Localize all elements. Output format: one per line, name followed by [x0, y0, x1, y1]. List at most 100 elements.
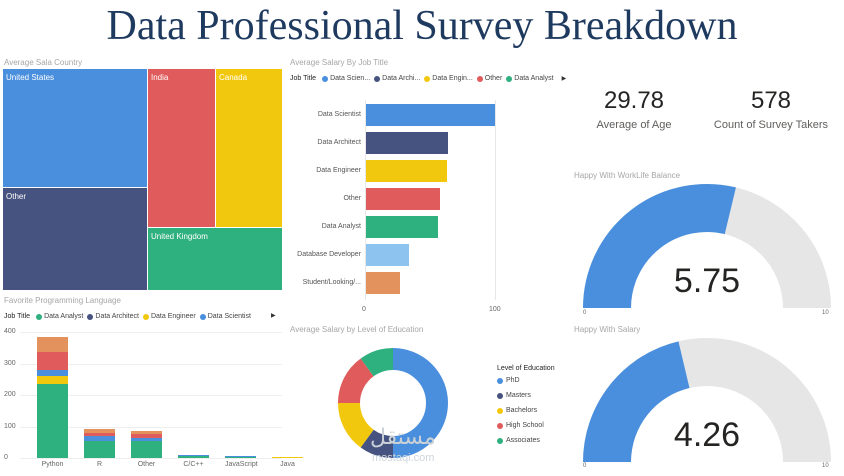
bar-segment[interactable]	[131, 437, 162, 441]
legend-title: Job Title	[290, 75, 317, 82]
y-tick-label: 0	[4, 454, 8, 461]
y-tick-label: Student/Looking/...	[302, 279, 361, 286]
legend-item[interactable]: Data Engineer	[142, 313, 196, 320]
prog-lang-legend: Job Title Data Analyst Data Architect Da…	[4, 313, 251, 320]
gridline	[20, 332, 282, 333]
watermark-logo: مستقل	[370, 425, 436, 450]
x-tick-label: Java	[280, 461, 295, 468]
treemap-label: United Kingdom	[151, 232, 208, 241]
gauge-fill	[583, 184, 736, 309]
kpi-count-label: Count of Survey Takers	[713, 119, 829, 131]
salary-job-title: Average Salary By Job Title	[290, 58, 389, 67]
legend-next-icon[interactable]: ▶	[561, 76, 567, 82]
y-tick-label: Data Analyst	[321, 223, 361, 230]
gauge-fill	[583, 341, 691, 463]
gauge-worklife-value: 5.75	[673, 262, 741, 300]
legend-item[interactable]: Associates	[497, 437, 540, 444]
bar-segment[interactable]	[131, 434, 162, 438]
bar-segment[interactable]	[84, 432, 115, 436]
bar-segment[interactable]	[37, 352, 68, 370]
gauge-worklife	[583, 184, 831, 309]
y-tick-label: Other	[343, 195, 361, 202]
donut-slice[interactable]	[338, 358, 375, 404]
bar[interactable]	[366, 160, 447, 182]
bar-segment[interactable]	[37, 336, 68, 353]
bar-segment[interactable]	[131, 440, 162, 458]
bar-segment[interactable]	[178, 455, 209, 458]
bar[interactable]	[366, 272, 400, 294]
page-title: Data Professional Survey Breakdown	[106, 3, 738, 49]
y-tick-label: Data Architect	[317, 139, 361, 146]
gridline	[20, 426, 282, 428]
legend-item[interactable]: Data Analyst	[36, 313, 83, 320]
treemap-cell-india[interactable]: India	[148, 69, 215, 227]
treemap-label: India	[151, 73, 169, 82]
gauge-worklife-title: Happy With WorkLife Balance	[574, 171, 681, 180]
treemap-title: Average Sala Country	[4, 58, 83, 67]
y-tick-label: 200	[4, 391, 16, 398]
axis-line	[365, 100, 366, 300]
bar[interactable]	[366, 188, 441, 210]
x-tick-label: R	[96, 461, 103, 468]
legend-item[interactable]: Bachelors	[497, 407, 537, 414]
bar-segment[interactable]	[84, 435, 115, 441]
legend-item[interactable]: Data Scien...	[322, 75, 370, 82]
donut-slice[interactable]	[392, 348, 448, 458]
x-tick-label: JavaScript	[225, 461, 258, 468]
x-tick-label: Other	[137, 461, 156, 468]
donut-slice[interactable]	[338, 402, 375, 448]
gauge-salary-title: Happy With Salary	[574, 325, 641, 334]
legend-title: Job Title	[4, 313, 31, 320]
gridline	[20, 458, 282, 459]
prog-lang-title: Favorite Programming Language	[4, 296, 121, 305]
legend-item[interactable]: High School	[497, 422, 544, 429]
gauge-min-label: 0	[583, 463, 587, 469]
gauge-max-label: 10	[822, 463, 829, 469]
bar-segment[interactable]	[225, 457, 256, 458]
legend-item[interactable]: Data Engin...	[424, 75, 473, 82]
salary-job-legend: Job Title Data Scien... Data Archi... Da…	[290, 75, 566, 82]
bar-segment[interactable]	[84, 440, 115, 458]
y-tick-label: 300	[4, 359, 16, 367]
y-tick-label: Database Developer	[297, 251, 361, 258]
education-donut	[338, 348, 448, 458]
y-tick-label: 100	[4, 422, 16, 430]
education-title: Average Salary by Level of Education	[290, 325, 424, 334]
bar-segment[interactable]	[225, 456, 256, 458]
treemap-cell-united-kingdom[interactable]: United Kingdom	[148, 228, 282, 290]
legend-item[interactable]: Data Scientist	[199, 313, 251, 320]
bar-segment[interactable]	[272, 457, 303, 458]
bar[interactable]	[366, 132, 448, 154]
treemap-cell-canada[interactable]: Canada	[216, 69, 282, 227]
treemap-cell-other[interactable]: Other	[3, 188, 147, 290]
donut-slice[interactable]	[360, 348, 394, 377]
treemap-cell-united-states[interactable]: United States	[3, 69, 147, 187]
legend-item[interactable]: Data Architect	[87, 313, 139, 320]
legend-item[interactable]: Data Analyst	[506, 75, 554, 82]
x-tick-label: 100	[489, 306, 501, 313]
gauge-min-label: 0	[583, 310, 587, 316]
legend-item[interactable]: Masters	[497, 392, 531, 399]
bar[interactable]	[366, 216, 438, 238]
gridline	[20, 395, 282, 396]
bar-segment[interactable]	[131, 430, 162, 435]
bar-segment[interactable]	[37, 383, 68, 458]
legend-next-icon[interactable]: ▶	[271, 313, 276, 319]
treemap-label: Other	[6, 192, 27, 201]
legend-item[interactable]: Other	[476, 75, 502, 82]
legend-item[interactable]: Data Archi...	[374, 75, 420, 82]
bar[interactable]	[366, 244, 409, 266]
legend-item[interactable]: PhD	[497, 377, 520, 384]
gauge-salary	[583, 338, 831, 463]
bar-segment[interactable]	[84, 428, 115, 433]
bar-segment[interactable]	[37, 369, 68, 377]
donut-slice[interactable]	[360, 429, 394, 458]
y-tick-label: 400	[4, 328, 16, 335]
gauge-salary-value: 4.26	[673, 416, 741, 454]
y-tick-label: Data Scientist	[317, 111, 361, 118]
education-legend-title: Level of Education	[497, 365, 555, 372]
bar-segment[interactable]	[37, 376, 68, 384]
bar[interactable]	[366, 104, 495, 126]
treemap-label: United States	[6, 73, 55, 82]
gridline	[495, 100, 496, 300]
